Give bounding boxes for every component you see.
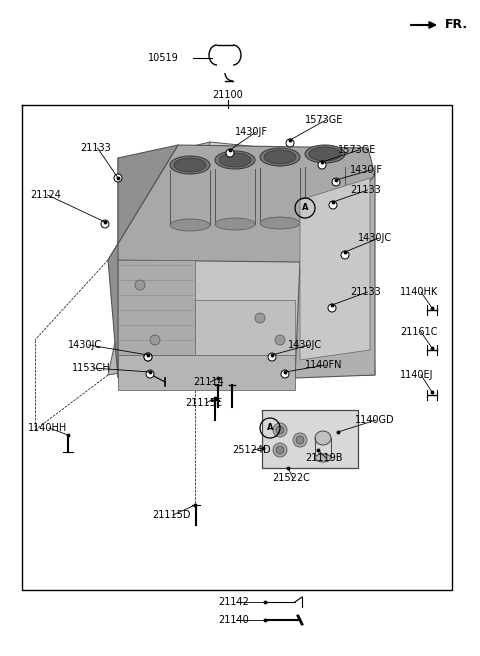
Text: 1140EJ: 1140EJ bbox=[400, 370, 433, 380]
Text: 21119B: 21119B bbox=[305, 453, 343, 463]
Polygon shape bbox=[168, 142, 368, 375]
Ellipse shape bbox=[170, 219, 210, 231]
Text: 1430JC: 1430JC bbox=[288, 340, 322, 350]
Text: 21100: 21100 bbox=[213, 90, 243, 100]
Circle shape bbox=[255, 313, 265, 323]
Ellipse shape bbox=[174, 158, 206, 172]
Ellipse shape bbox=[273, 423, 287, 437]
Text: 21522C: 21522C bbox=[272, 473, 310, 483]
Polygon shape bbox=[108, 142, 210, 375]
Text: 1140HK: 1140HK bbox=[400, 287, 438, 297]
Text: 1573GE: 1573GE bbox=[338, 145, 376, 155]
Text: 1430JC: 1430JC bbox=[358, 233, 392, 243]
Circle shape bbox=[328, 304, 336, 312]
Ellipse shape bbox=[315, 454, 331, 462]
Ellipse shape bbox=[215, 218, 255, 230]
Ellipse shape bbox=[315, 431, 331, 445]
Polygon shape bbox=[118, 355, 295, 390]
Text: 1140FN: 1140FN bbox=[305, 360, 343, 370]
Polygon shape bbox=[108, 145, 178, 378]
Polygon shape bbox=[108, 145, 375, 262]
Text: 21140: 21140 bbox=[218, 615, 249, 625]
Ellipse shape bbox=[305, 145, 345, 163]
Circle shape bbox=[268, 353, 276, 361]
Polygon shape bbox=[175, 148, 368, 162]
Circle shape bbox=[146, 370, 154, 378]
Circle shape bbox=[329, 201, 337, 209]
Ellipse shape bbox=[276, 426, 284, 434]
Circle shape bbox=[286, 139, 294, 147]
Text: 21114: 21114 bbox=[193, 377, 224, 387]
Ellipse shape bbox=[276, 446, 284, 454]
Text: 21115D: 21115D bbox=[152, 510, 191, 520]
FancyBboxPatch shape bbox=[262, 410, 358, 468]
Polygon shape bbox=[118, 260, 195, 355]
Circle shape bbox=[226, 149, 234, 157]
Circle shape bbox=[281, 370, 289, 378]
Text: 21142: 21142 bbox=[218, 597, 249, 607]
Circle shape bbox=[114, 174, 122, 182]
Polygon shape bbox=[118, 148, 375, 378]
Text: 21133: 21133 bbox=[80, 143, 111, 153]
Text: A: A bbox=[302, 203, 308, 213]
Circle shape bbox=[341, 251, 349, 259]
Circle shape bbox=[332, 178, 340, 186]
Text: A: A bbox=[267, 424, 273, 432]
Text: 10519: 10519 bbox=[148, 53, 179, 63]
Ellipse shape bbox=[309, 147, 341, 161]
Ellipse shape bbox=[215, 151, 255, 169]
Text: 21133: 21133 bbox=[350, 185, 381, 195]
Ellipse shape bbox=[170, 156, 210, 174]
Ellipse shape bbox=[296, 436, 304, 444]
Ellipse shape bbox=[260, 217, 300, 229]
Text: FR.: FR. bbox=[445, 18, 468, 31]
Circle shape bbox=[318, 161, 326, 169]
Ellipse shape bbox=[305, 216, 345, 228]
Circle shape bbox=[150, 335, 160, 345]
Polygon shape bbox=[300, 178, 370, 360]
Ellipse shape bbox=[219, 153, 251, 167]
Text: 1573GE: 1573GE bbox=[305, 115, 343, 125]
Text: 1140HH: 1140HH bbox=[28, 423, 67, 433]
Circle shape bbox=[144, 353, 152, 361]
Text: 1430JC: 1430JC bbox=[68, 340, 102, 350]
Text: 21124: 21124 bbox=[30, 190, 61, 200]
Text: 1430JF: 1430JF bbox=[350, 165, 383, 175]
Text: 21133: 21133 bbox=[350, 287, 381, 297]
Polygon shape bbox=[295, 175, 375, 378]
Ellipse shape bbox=[260, 148, 300, 166]
Text: 25124D: 25124D bbox=[232, 445, 271, 455]
Circle shape bbox=[101, 220, 109, 228]
Text: 1153CH: 1153CH bbox=[72, 363, 111, 373]
Circle shape bbox=[275, 335, 285, 345]
Ellipse shape bbox=[293, 433, 307, 447]
Polygon shape bbox=[195, 300, 295, 355]
Circle shape bbox=[144, 353, 152, 361]
Text: 21161C: 21161C bbox=[400, 327, 437, 337]
Ellipse shape bbox=[273, 443, 287, 457]
Circle shape bbox=[135, 280, 145, 290]
Text: 1140GD: 1140GD bbox=[355, 415, 395, 425]
Text: 1430JF: 1430JF bbox=[235, 127, 268, 137]
Ellipse shape bbox=[264, 150, 296, 164]
Text: 21115E: 21115E bbox=[185, 398, 222, 408]
